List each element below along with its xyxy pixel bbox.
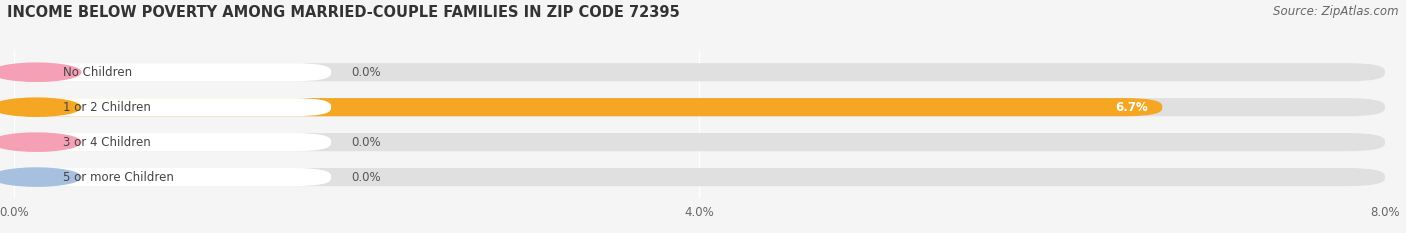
FancyBboxPatch shape: [14, 168, 79, 186]
Text: 6.7%: 6.7%: [1116, 101, 1149, 114]
FancyBboxPatch shape: [14, 133, 330, 151]
Text: INCOME BELOW POVERTY AMONG MARRIED-COUPLE FAMILIES IN ZIP CODE 72395: INCOME BELOW POVERTY AMONG MARRIED-COUPL…: [7, 5, 679, 20]
Text: No Children: No Children: [63, 66, 132, 79]
FancyBboxPatch shape: [14, 133, 79, 151]
Circle shape: [0, 98, 82, 116]
FancyBboxPatch shape: [14, 168, 1385, 186]
FancyBboxPatch shape: [14, 63, 330, 81]
Text: 1 or 2 Children: 1 or 2 Children: [63, 101, 150, 114]
FancyBboxPatch shape: [14, 168, 330, 186]
Text: 0.0%: 0.0%: [352, 66, 381, 79]
Text: 3 or 4 Children: 3 or 4 Children: [63, 136, 150, 149]
FancyBboxPatch shape: [14, 63, 1385, 81]
Circle shape: [0, 63, 82, 81]
Text: 5 or more Children: 5 or more Children: [63, 171, 174, 184]
FancyBboxPatch shape: [14, 98, 330, 116]
Circle shape: [0, 168, 82, 186]
Text: 0.0%: 0.0%: [352, 171, 381, 184]
FancyBboxPatch shape: [14, 98, 1163, 116]
FancyBboxPatch shape: [14, 133, 1385, 151]
FancyBboxPatch shape: [14, 63, 79, 81]
Circle shape: [0, 133, 82, 151]
Text: 0.0%: 0.0%: [352, 136, 381, 149]
Text: Source: ZipAtlas.com: Source: ZipAtlas.com: [1274, 5, 1399, 18]
FancyBboxPatch shape: [14, 98, 1385, 116]
